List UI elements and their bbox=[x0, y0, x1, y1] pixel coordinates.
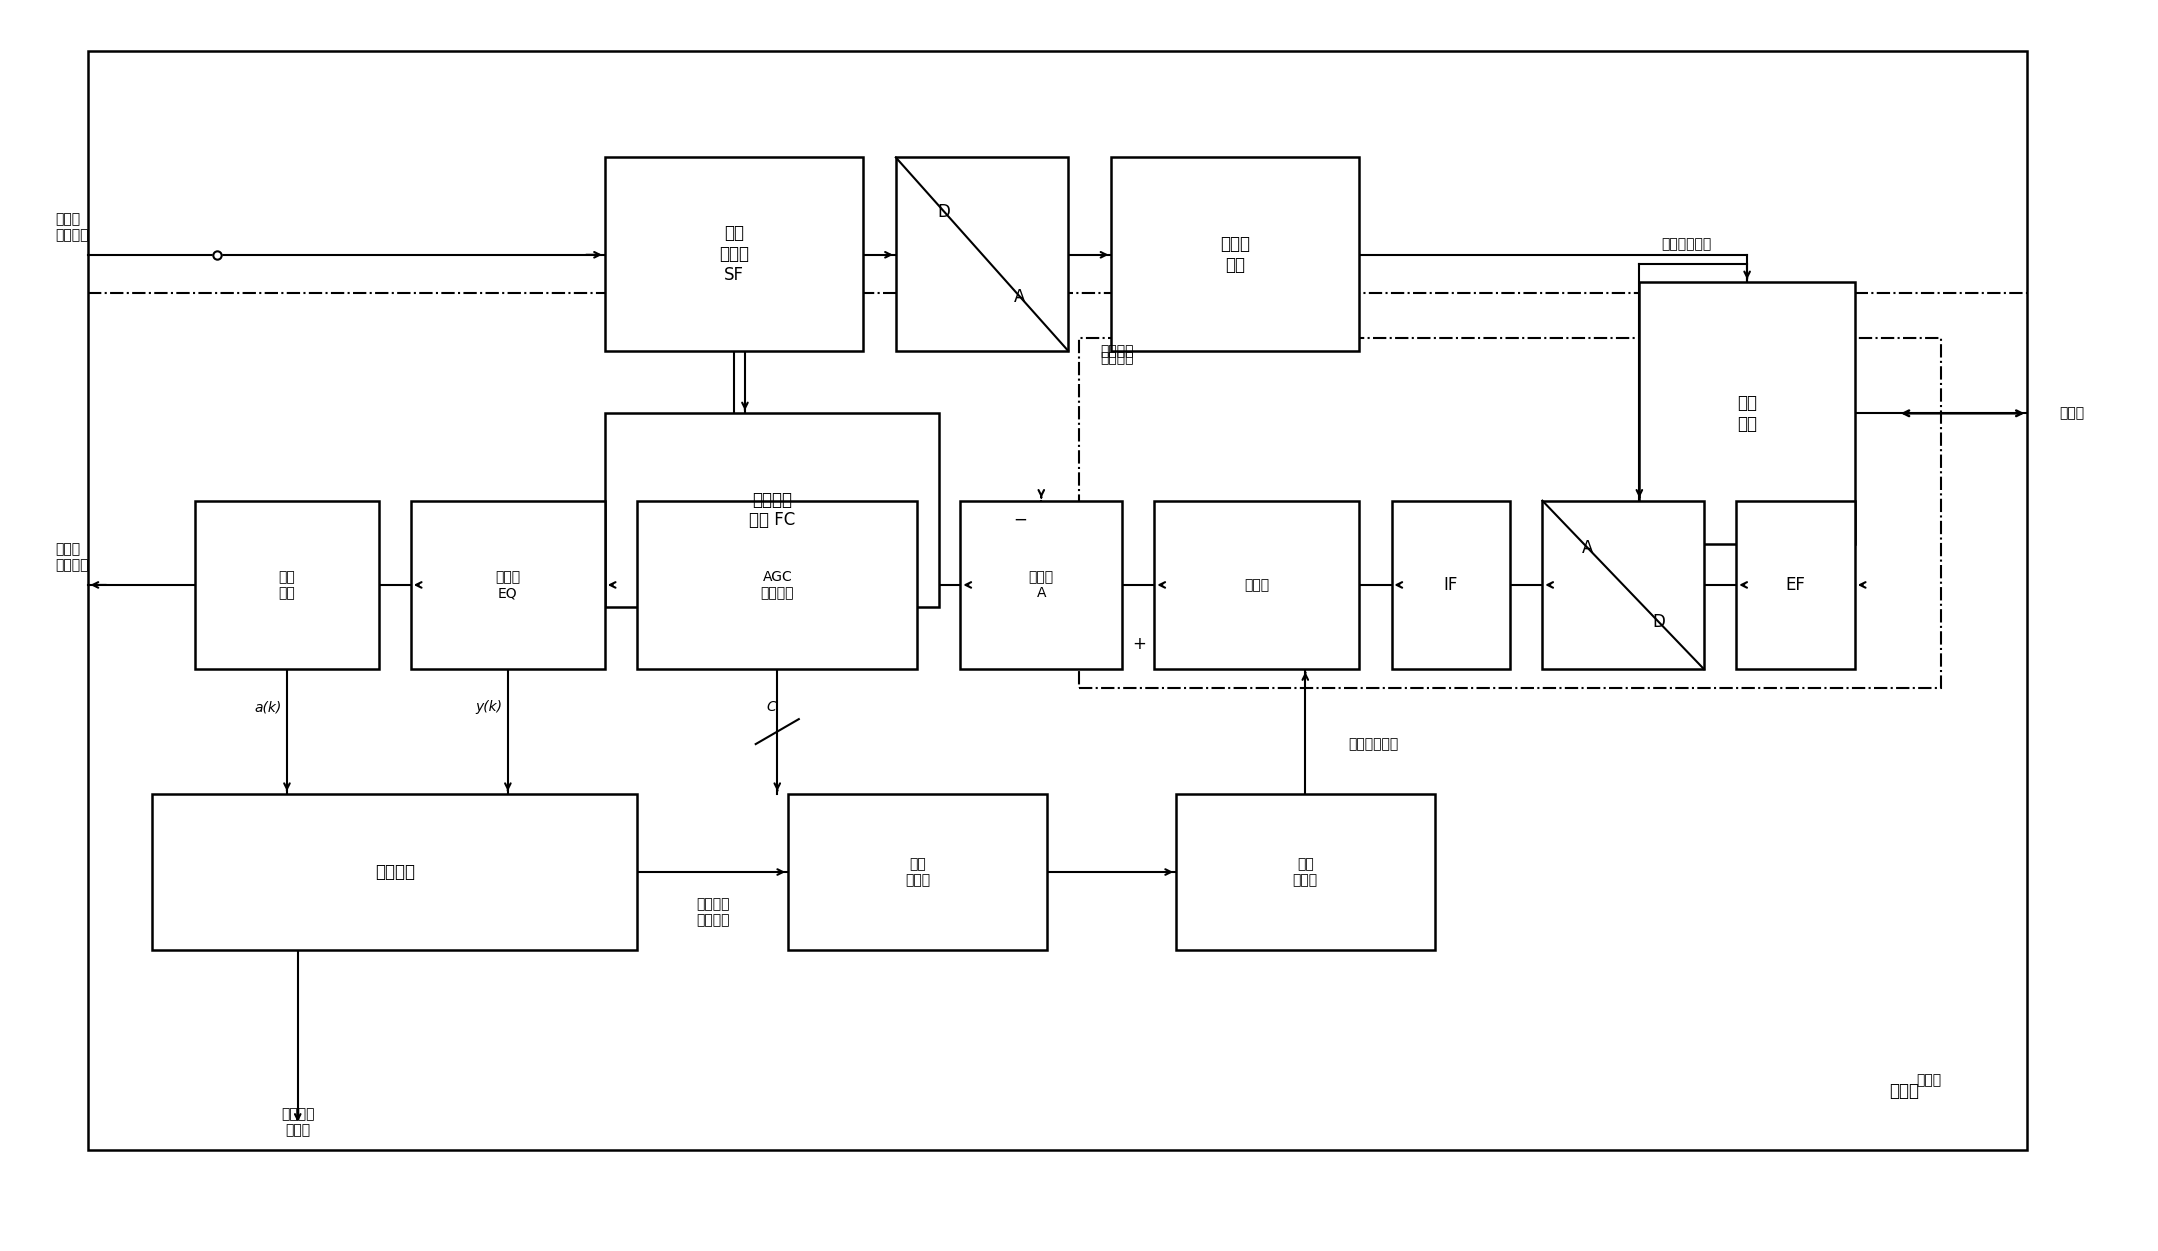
Text: 环路
滤波器: 环路 滤波器 bbox=[904, 857, 930, 887]
FancyBboxPatch shape bbox=[196, 500, 378, 669]
FancyBboxPatch shape bbox=[960, 500, 1122, 669]
Text: 相位
计数器: 相位 计数器 bbox=[1293, 857, 1319, 887]
Text: a(k): a(k) bbox=[255, 701, 283, 714]
Text: 采样电路: 采样电路 bbox=[1101, 344, 1135, 359]
Text: 插补器: 插补器 bbox=[1245, 578, 1269, 592]
Text: EF: EF bbox=[1785, 575, 1806, 594]
Text: 传输线: 传输线 bbox=[2059, 407, 2085, 420]
Text: 收发机: 收发机 bbox=[1916, 1073, 1940, 1087]
Text: A: A bbox=[1582, 539, 1593, 557]
FancyBboxPatch shape bbox=[1111, 158, 1360, 350]
Text: 发送
滤波器
SF: 发送 滤波器 SF bbox=[719, 224, 749, 284]
Text: 收发机: 收发机 bbox=[1890, 1082, 1918, 1100]
FancyBboxPatch shape bbox=[1737, 500, 1856, 669]
Text: 判决
装置: 判决 装置 bbox=[278, 570, 296, 600]
FancyBboxPatch shape bbox=[153, 794, 637, 950]
FancyBboxPatch shape bbox=[637, 500, 917, 669]
Text: 接收的
数据符号: 接收的 数据符号 bbox=[56, 542, 88, 573]
Text: IF: IF bbox=[1444, 575, 1459, 594]
FancyBboxPatch shape bbox=[1176, 794, 1435, 950]
Text: AGC
幅度装置: AGC 幅度装置 bbox=[760, 570, 794, 600]
FancyBboxPatch shape bbox=[604, 413, 939, 607]
Text: D: D bbox=[937, 203, 950, 220]
Text: 时钟校准
控制信号: 时钟校准 控制信号 bbox=[695, 897, 729, 927]
FancyBboxPatch shape bbox=[604, 158, 863, 350]
Text: 控制电路: 控制电路 bbox=[375, 863, 414, 881]
Text: y(k): y(k) bbox=[475, 701, 503, 714]
Text: 驱动器
电路: 驱动器 电路 bbox=[1219, 235, 1249, 274]
FancyBboxPatch shape bbox=[1640, 283, 1856, 544]
FancyBboxPatch shape bbox=[1543, 500, 1705, 669]
Text: −: − bbox=[1012, 510, 1027, 528]
Text: A: A bbox=[1014, 288, 1025, 305]
Text: 自由运行采样: 自由运行采样 bbox=[1662, 236, 1711, 251]
Text: 滤波器
A: 滤波器 A bbox=[1029, 570, 1053, 600]
Text: 均衡器
EQ: 均衡器 EQ bbox=[496, 570, 520, 600]
FancyBboxPatch shape bbox=[1392, 500, 1511, 669]
Text: 采样速率信号: 采样速率信号 bbox=[1349, 737, 1398, 751]
Text: D: D bbox=[1653, 613, 1666, 631]
FancyBboxPatch shape bbox=[1155, 500, 1360, 669]
Text: +: + bbox=[1133, 636, 1146, 653]
FancyBboxPatch shape bbox=[896, 158, 1068, 350]
FancyBboxPatch shape bbox=[410, 500, 604, 669]
FancyBboxPatch shape bbox=[788, 794, 1047, 950]
Text: Cᵢ: Cᵢ bbox=[766, 701, 779, 714]
Text: 回波补偿
电路 FC: 回波补偿 电路 FC bbox=[749, 490, 794, 529]
Text: 发送的
数据符号: 发送的 数据符号 bbox=[56, 213, 88, 243]
Text: 相位参考
信号值: 相位参考 信号值 bbox=[281, 1107, 315, 1137]
Text: 混合
电路: 混合 电路 bbox=[1737, 394, 1757, 433]
Text: 采样电路: 采样电路 bbox=[1101, 350, 1135, 365]
